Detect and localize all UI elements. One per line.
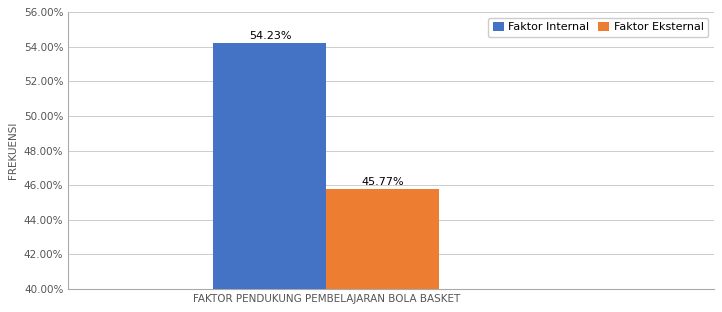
Text: 54.23%: 54.23% <box>248 31 291 41</box>
Y-axis label: FREKUENSI: FREKUENSI <box>9 122 18 179</box>
Text: 45.77%: 45.77% <box>362 178 404 188</box>
Bar <box>214 43 326 312</box>
Bar <box>326 189 440 312</box>
Legend: Faktor Internal, Faktor Eksternal: Faktor Internal, Faktor Eksternal <box>488 18 708 37</box>
